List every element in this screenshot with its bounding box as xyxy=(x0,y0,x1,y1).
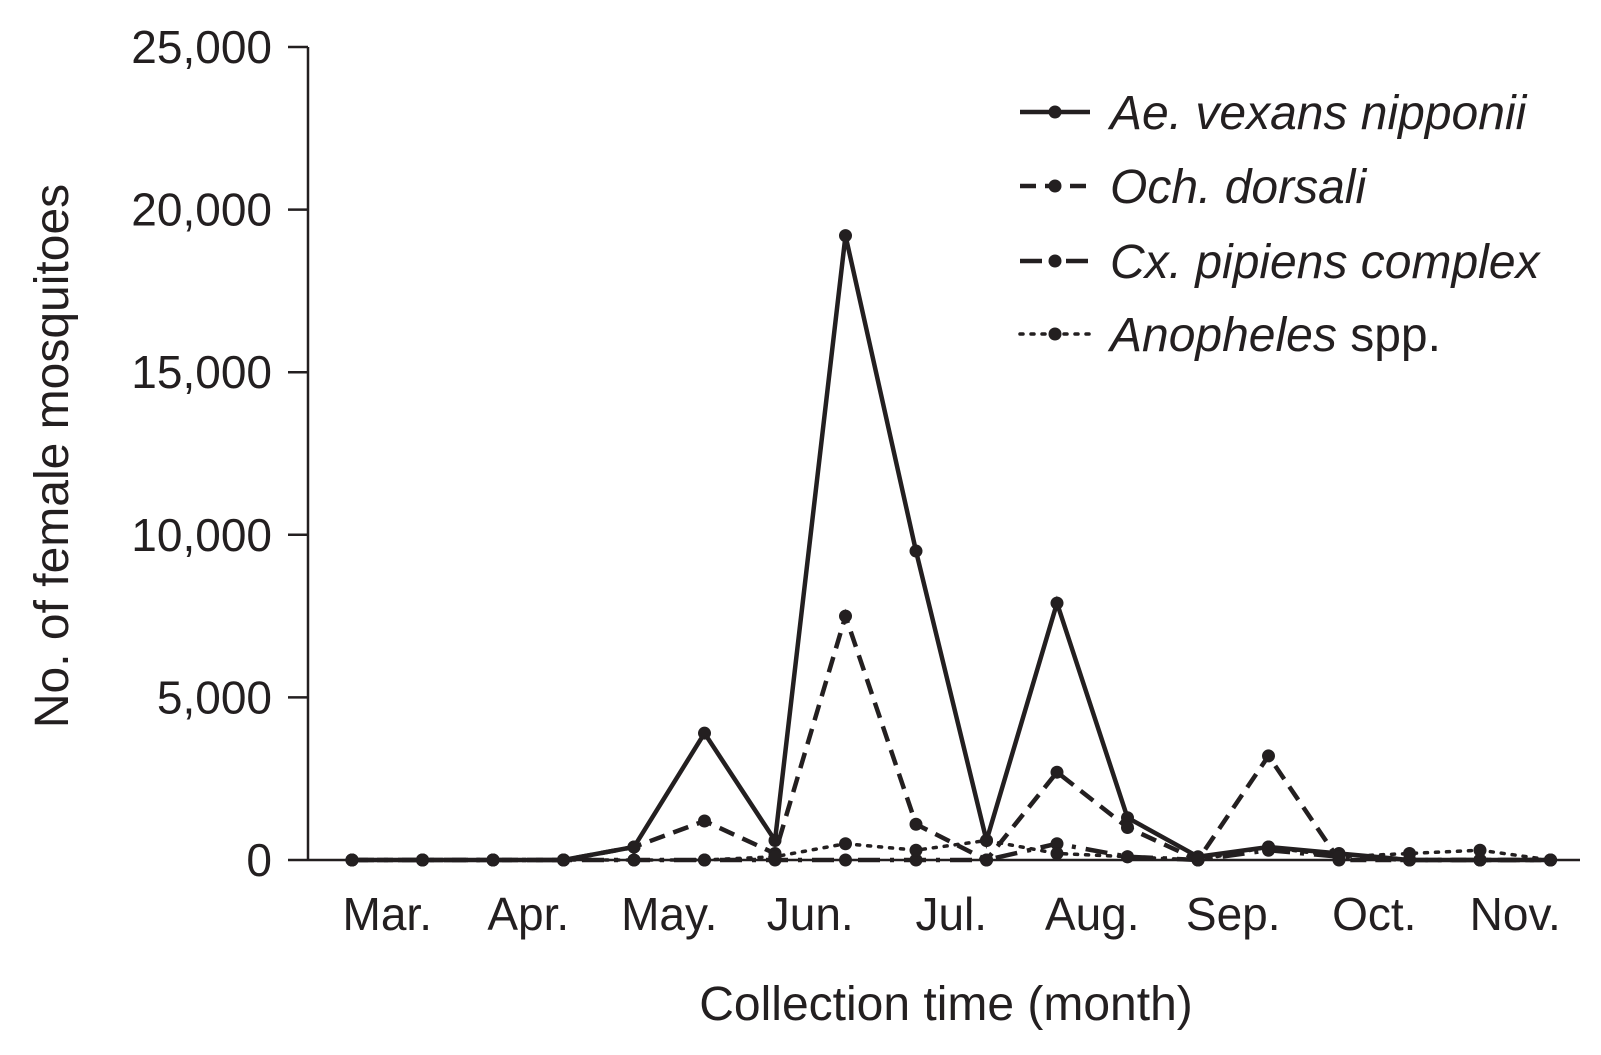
data-point xyxy=(557,853,570,867)
x-axis-title: Collection time (month) xyxy=(699,978,1193,1031)
legend-item: Och. dorsali xyxy=(1020,161,1367,214)
data-point xyxy=(698,726,711,740)
legend-label: Ae. vexans nipponii xyxy=(1107,87,1528,140)
series-4 xyxy=(345,833,1557,867)
legend-marker xyxy=(1048,327,1062,341)
data-point xyxy=(909,843,923,857)
data-point xyxy=(627,853,641,867)
series-2 xyxy=(345,608,1557,867)
x-tick-label: Nov. xyxy=(1470,888,1561,940)
data-point xyxy=(1050,765,1064,779)
y-tick-label: 0 xyxy=(246,834,272,886)
data-point xyxy=(839,853,852,867)
data-point xyxy=(486,853,500,867)
data-point xyxy=(416,853,429,867)
data-point xyxy=(1403,846,1416,860)
x-tick-label: Aug. xyxy=(1045,888,1140,940)
x-tick-label: Jun. xyxy=(767,888,854,940)
data-point xyxy=(1544,853,1557,867)
data-point xyxy=(768,850,782,864)
data-point xyxy=(1121,820,1134,834)
legend-item: Anopheles spp. xyxy=(1018,309,1441,362)
data-point xyxy=(909,544,923,558)
data-point xyxy=(345,853,359,867)
y-tick-label: 5,000 xyxy=(157,671,272,723)
legend-marker xyxy=(1048,179,1062,193)
y-tick-label: 20,000 xyxy=(131,184,272,236)
y-tick-label: 15,000 xyxy=(131,346,272,398)
data-point xyxy=(1050,596,1064,610)
x-tick-label: Jul. xyxy=(915,888,987,940)
legend-label: Cx. pipiens complex xyxy=(1110,236,1542,289)
data-point xyxy=(1191,853,1205,867)
data-point xyxy=(627,840,641,854)
legend-marker xyxy=(1048,105,1062,119)
data-point xyxy=(1050,846,1064,860)
legend-label-italic: Cx. pipiens complex xyxy=(1110,236,1542,289)
data-point xyxy=(1262,840,1275,854)
legend-marker xyxy=(1048,254,1062,268)
legend-label-plain: spp. xyxy=(1337,309,1441,362)
legend-item: Ae. vexans nipponii xyxy=(1020,87,1528,140)
data-point xyxy=(1262,749,1275,763)
data-point xyxy=(839,609,852,623)
series-line xyxy=(350,838,1553,862)
data-point xyxy=(1121,811,1134,825)
data-point xyxy=(909,817,923,831)
y-tick-label: 10,000 xyxy=(131,509,272,561)
x-tick-label: Sep. xyxy=(1186,888,1281,940)
data-point xyxy=(980,833,993,847)
data-point xyxy=(839,837,852,851)
legend-label: Och. dorsali xyxy=(1110,161,1367,214)
data-point xyxy=(698,814,711,828)
data-point xyxy=(698,853,711,867)
legend-item: Cx. pipiens complex xyxy=(1020,236,1542,289)
legend-label-italic: Och. dorsali xyxy=(1110,161,1367,214)
series-layer xyxy=(345,229,1557,867)
data-point xyxy=(1473,843,1487,857)
data-point xyxy=(980,853,993,867)
x-tick-label: Apr. xyxy=(487,888,569,940)
data-point xyxy=(1473,853,1487,867)
legend-label-italic: Anopheles xyxy=(1107,309,1337,362)
data-point xyxy=(909,853,923,867)
x-tick-label: Oct. xyxy=(1332,888,1416,940)
data-point xyxy=(1050,837,1064,851)
y-axis-title: No. of female mosquitoes xyxy=(26,184,79,728)
legend-label: Anopheles spp. xyxy=(1107,309,1441,362)
data-point xyxy=(839,229,852,243)
x-tick-label: Mar. xyxy=(343,888,432,940)
y-tick-label: 25,000 xyxy=(131,21,272,73)
data-point xyxy=(1332,850,1346,864)
axes: 0 5,000 10,000 15,000 20,000 25,000 Mar. Apr. Ma… xyxy=(131,21,1580,940)
legend: Ae. vexans nipponii Och. dorsali Cx. pipie… xyxy=(1018,87,1542,362)
data-point xyxy=(1121,850,1134,864)
series-line xyxy=(352,841,1551,863)
legend-label-italic: Ae. vexans nipponii xyxy=(1107,87,1528,140)
series-line xyxy=(352,608,1551,863)
x-tick-label: May. xyxy=(621,888,717,940)
